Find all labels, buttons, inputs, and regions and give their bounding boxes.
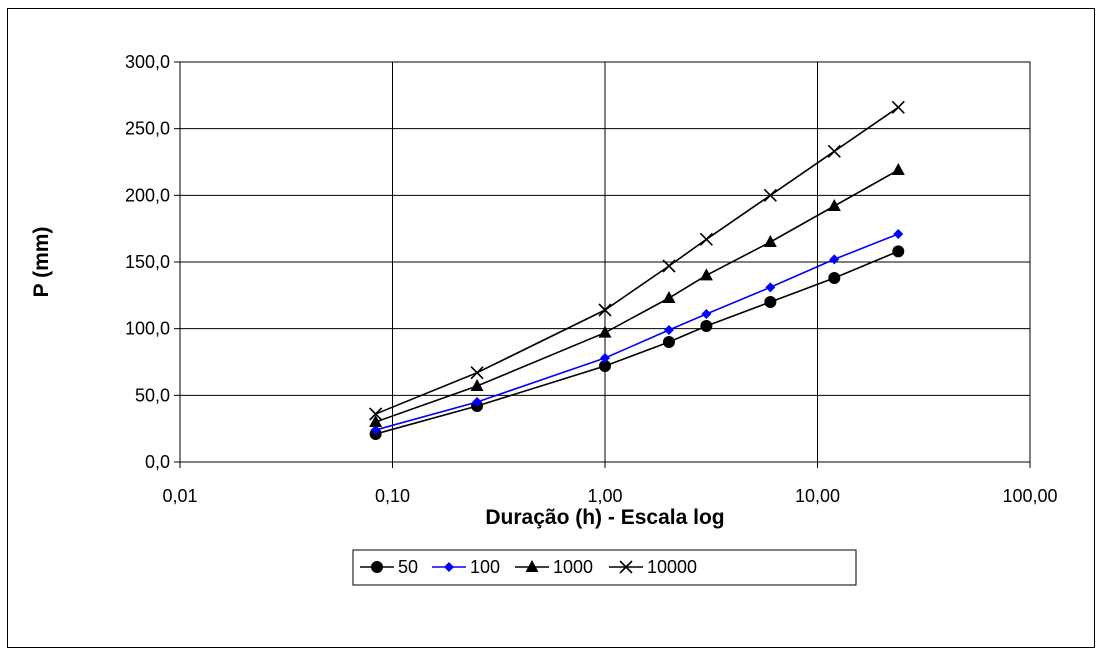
data-point-1000 — [470, 379, 484, 391]
series-line-50 — [375, 250, 899, 435]
y-tick-label: 250,0 — [125, 119, 170, 139]
data-point-100 — [370, 425, 381, 435]
x-tick-label: 10,00 — [795, 486, 840, 506]
data-point-1000 — [763, 235, 777, 247]
x-axis-title: Duração (h) - Escala log — [485, 506, 724, 529]
data-point-1000 — [598, 325, 612, 338]
x-tick-label: 1,00 — [587, 486, 622, 506]
legend-marker-50 — [371, 561, 383, 573]
data-point-10000 — [891, 100, 905, 114]
series-100 — [370, 229, 904, 435]
legend-item-50: 50 — [360, 557, 418, 577]
data-point-100 — [765, 282, 776, 293]
data-point-50 — [892, 245, 905, 258]
data-point-100 — [663, 325, 674, 335]
legend-item-10000: 10000 — [609, 557, 697, 577]
y-tick-labels: 0,0 50,0 100,0 150,0 200,0 250,0 300,0 — [125, 52, 180, 472]
y-tick-label: 300,0 — [125, 52, 170, 72]
legend-item-100: 100 — [432, 557, 500, 577]
y-tick-label: 100,0 — [125, 319, 170, 339]
series-line-10000 — [375, 106, 899, 415]
data-point-100 — [600, 353, 610, 363]
data-point-50 — [828, 272, 841, 284]
y-axis-title: P (mm) — [30, 227, 53, 298]
series-10000 — [369, 100, 905, 421]
legend-marker-1000 — [525, 560, 539, 572]
data-point-1000 — [699, 268, 713, 281]
data-point-10000 — [763, 188, 777, 202]
legend-label-50: 50 — [398, 557, 418, 577]
legend-label-10000: 10000 — [647, 557, 697, 577]
x-tick-label: 100,00 — [1002, 486, 1057, 506]
chart-svg: 0,0 50,0 100,0 150,0 200,0 250,0 300,0 0,01 0,1… — [30, 52, 1058, 586]
data-point-10000 — [827, 144, 841, 158]
y-tick-label: 0,0 — [145, 452, 170, 472]
data-point-1000 — [891, 163, 905, 175]
legend-label-1000: 1000 — [553, 557, 593, 577]
y-tick-label: 150,0 — [125, 252, 170, 272]
data-point-10000 — [470, 366, 484, 380]
data-point-50 — [662, 336, 675, 348]
legend-label-100: 100 — [470, 557, 500, 577]
data-point-1000 — [369, 415, 383, 427]
data-point-1000 — [662, 291, 676, 303]
legend-box — [352, 549, 857, 586]
data-point-50 — [764, 296, 777, 308]
data-point-10000 — [699, 232, 713, 246]
data-point-10000 — [662, 259, 676, 273]
y-tick-label: 200,0 — [125, 185, 170, 205]
x-tick-label: 0,10 — [375, 486, 410, 506]
series-line-1000 — [375, 169, 899, 423]
chart-frame: 0,0 50,0 100,0 150,0 200,0 250,0 300,0 0,01 0,1… — [7, 8, 1095, 648]
legend-marker-100 — [444, 562, 454, 572]
series-layer — [369, 100, 905, 440]
data-point-100 — [701, 309, 712, 319]
data-point-10000 — [369, 407, 383, 421]
legend: 50 100 1000 10000 — [352, 549, 857, 586]
data-point-100 — [472, 397, 483, 407]
data-point-10000 — [598, 303, 612, 317]
x-tick-labels: 0,01 0,10 1,00 10,00 100,00 — [162, 462, 1058, 506]
data-point-1000 — [827, 199, 841, 211]
series-1000 — [369, 163, 905, 427]
series-line-100 — [375, 233, 899, 431]
legend-marker-10000 — [619, 560, 633, 574]
data-point-50 — [700, 320, 713, 332]
data-point-100 — [893, 229, 904, 239]
data-point-50 — [599, 360, 611, 372]
y-tick-label: 50,0 — [135, 385, 170, 405]
x-tick-label: 0,01 — [162, 486, 197, 506]
legend-item-1000: 1000 — [515, 557, 593, 577]
